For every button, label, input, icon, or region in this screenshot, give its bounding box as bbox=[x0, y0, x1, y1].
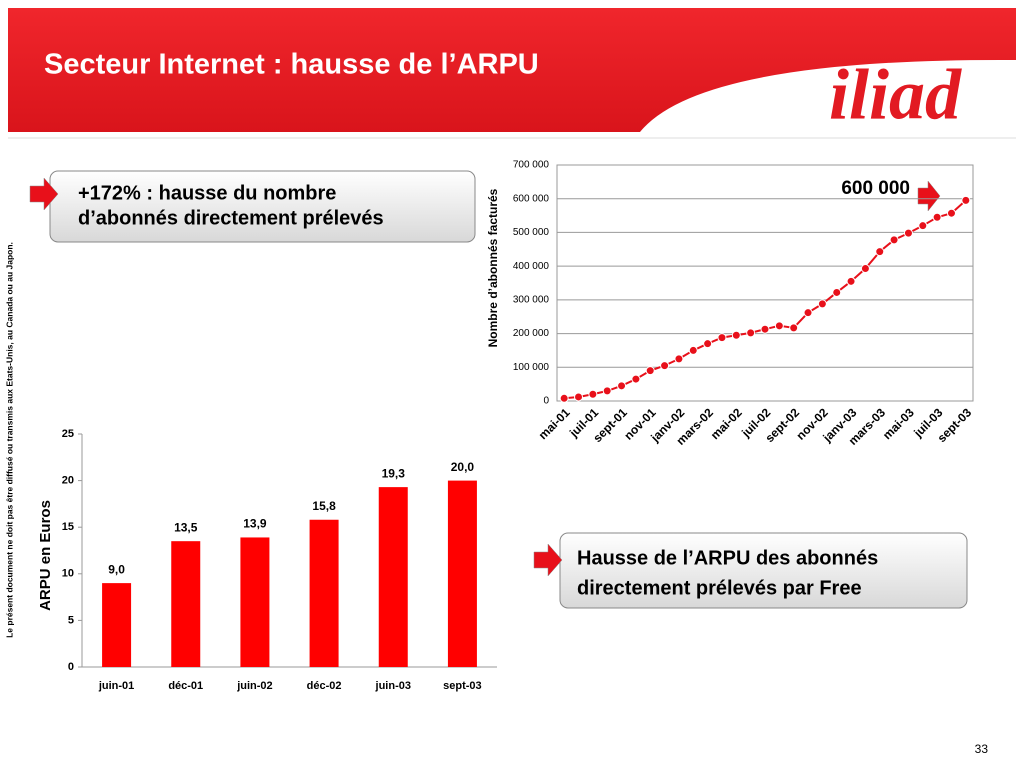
bar bbox=[447, 480, 477, 667]
data-point bbox=[645, 366, 655, 376]
disclaimer: Le présent document ne doit pas être dif… bbox=[4, 242, 14, 638]
y-axis-label: Nombre d’abonnés facturés bbox=[486, 188, 500, 347]
data-point bbox=[703, 339, 713, 349]
arrow-icon bbox=[533, 543, 563, 577]
annotation: 600 000 bbox=[841, 178, 910, 199]
y-tick-label: 10 bbox=[62, 568, 74, 580]
data-point bbox=[774, 321, 784, 331]
y-axis-label: ARPU en Euros bbox=[37, 500, 54, 611]
x-tick-label: déc-01 bbox=[168, 680, 203, 692]
x-tick-label: juin-01 bbox=[98, 680, 134, 692]
data-point bbox=[574, 392, 584, 402]
header-band bbox=[8, 8, 1016, 132]
data-point bbox=[602, 386, 612, 396]
data-point bbox=[875, 247, 885, 257]
data-point bbox=[832, 287, 842, 297]
y-tick-label: 0 bbox=[68, 661, 74, 673]
data-point bbox=[846, 276, 856, 286]
callout-text: +172% : hausse du nombre bbox=[78, 182, 336, 204]
data-label: 19,3 bbox=[382, 466, 406, 480]
bar bbox=[171, 541, 201, 667]
arrow-icon bbox=[917, 180, 941, 212]
slide-title: Secteur Internet : hausse de l’ARPU bbox=[44, 49, 539, 81]
data-point bbox=[746, 328, 756, 338]
x-tick-label: sept-03 bbox=[443, 680, 482, 692]
x-tick-label: juin-03 bbox=[375, 680, 411, 692]
callout-text: directement prélevés par Free bbox=[577, 577, 862, 599]
arrow-icon bbox=[29, 177, 59, 211]
data-point bbox=[803, 308, 813, 318]
x-tick-label: déc-02 bbox=[307, 680, 342, 692]
data-point bbox=[760, 324, 770, 334]
callout-box bbox=[49, 170, 476, 243]
logo: iliad bbox=[829, 55, 962, 135]
y-tick-label: 25 bbox=[62, 428, 74, 440]
y-tick-label: 5 bbox=[68, 614, 74, 626]
bar bbox=[240, 537, 270, 667]
y-tick-label: 100 000 bbox=[513, 362, 550, 373]
callout-text: d’abonnés directement prélevés bbox=[78, 207, 384, 229]
data-label: 15,8 bbox=[312, 499, 336, 513]
bar bbox=[102, 583, 132, 667]
data-point bbox=[588, 389, 598, 399]
y-tick-label: 500 000 bbox=[513, 227, 550, 238]
data-point bbox=[674, 354, 684, 364]
bar bbox=[378, 487, 408, 667]
data-label: 13,5 bbox=[174, 520, 198, 534]
x-tick-label: juin-02 bbox=[236, 680, 272, 692]
data-point bbox=[932, 212, 942, 222]
y-tick-label: 15 bbox=[62, 521, 74, 533]
data-point bbox=[961, 195, 971, 205]
data-point bbox=[717, 333, 727, 343]
y-tick-label: 700 000 bbox=[513, 160, 550, 171]
data-label: 9,0 bbox=[108, 562, 125, 576]
callout-box bbox=[559, 532, 968, 609]
y-tick-label: 300 000 bbox=[513, 294, 550, 305]
bar bbox=[309, 519, 339, 667]
y-tick-label: 20 bbox=[62, 475, 74, 487]
page-number: 33 bbox=[975, 742, 989, 756]
data-point bbox=[660, 361, 670, 371]
data-point bbox=[789, 323, 799, 333]
y-tick-label: 400 000 bbox=[513, 261, 550, 272]
data-point bbox=[631, 374, 641, 384]
data-point bbox=[731, 330, 741, 340]
callout-text: Hausse de l’ARPU des abonnés bbox=[577, 547, 878, 569]
data-point bbox=[889, 235, 899, 245]
y-tick-label: 200 000 bbox=[513, 328, 550, 339]
data-point bbox=[918, 221, 928, 231]
data-point bbox=[860, 264, 870, 274]
data-point bbox=[817, 299, 827, 309]
data-point bbox=[559, 393, 569, 403]
data-point bbox=[903, 228, 913, 238]
data-point bbox=[617, 381, 627, 391]
data-label: 20,0 bbox=[451, 460, 475, 474]
y-tick-label: 600 000 bbox=[513, 193, 550, 204]
data-point bbox=[688, 345, 698, 355]
data-point bbox=[946, 208, 956, 218]
y-tick-label: 0 bbox=[543, 396, 549, 407]
data-label: 13,9 bbox=[243, 517, 267, 531]
